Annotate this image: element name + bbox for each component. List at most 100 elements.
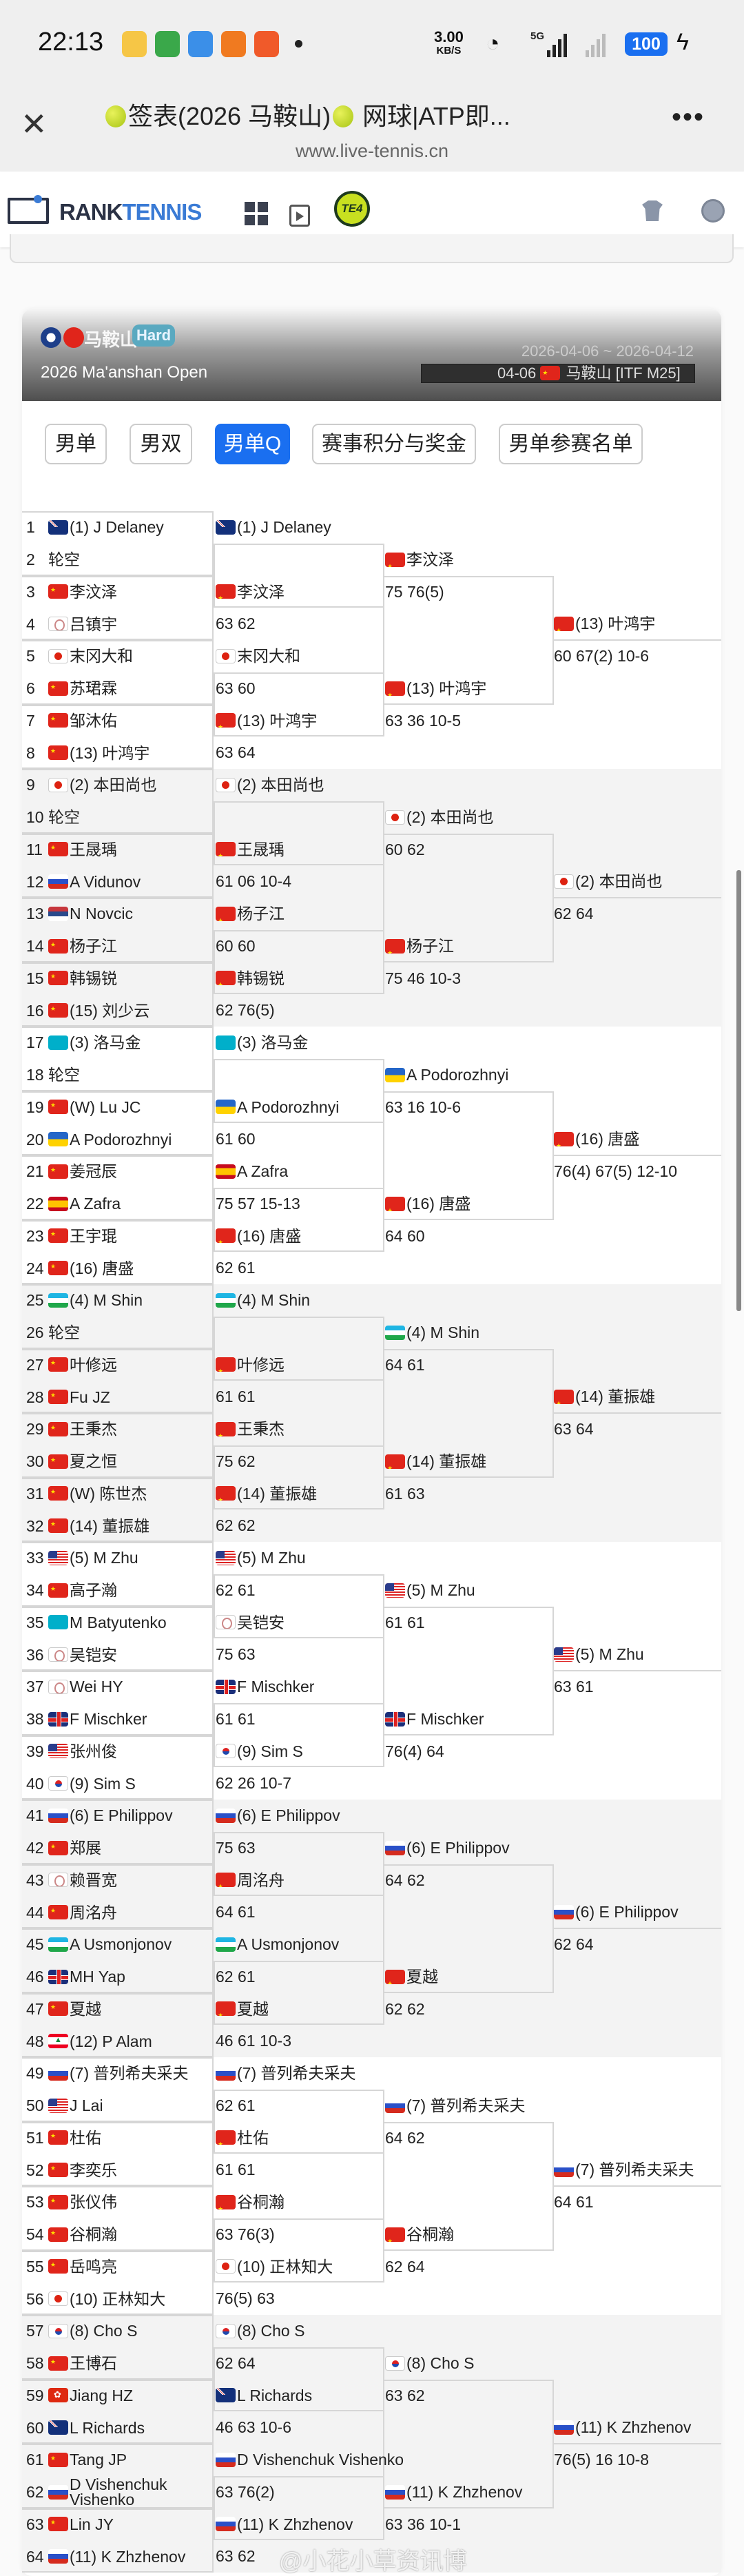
bracket-entry[interactable]: L Richards bbox=[216, 2380, 312, 2412]
bracket-entry[interactable]: 52 李奕乐 bbox=[26, 2154, 212, 2186]
bracket-entry[interactable]: 夏越 bbox=[216, 1993, 269, 2026]
shirt-icon[interactable] bbox=[642, 200, 663, 221]
bracket-entry[interactable]: 50 J Lai bbox=[26, 2090, 212, 2122]
bracket-entry[interactable]: 31 (W) 陈世杰 bbox=[26, 1478, 212, 1510]
bracket-entry[interactable]: (11) K Zhzhenov bbox=[554, 2411, 691, 2444]
bracket-entry[interactable]: (16) 唐盛 bbox=[385, 1188, 471, 1220]
bracket-entry[interactable]: 9 (2) 本田尚也 bbox=[26, 769, 212, 801]
bracket-entry[interactable]: A Usmonjonov bbox=[216, 1928, 339, 1961]
tab-entry-list[interactable]: 男单参赛名单 bbox=[499, 424, 643, 464]
bracket-entry[interactable]: 周洺舟 bbox=[216, 1864, 285, 1897]
bracket-entry[interactable]: 20 A Podorozhnyi bbox=[26, 1123, 212, 1155]
bracket-entry[interactable]: (10) 正林知大 bbox=[216, 2251, 333, 2283]
scrollbar[interactable] bbox=[736, 870, 741, 1311]
week-selector[interactable]: 04-06 马鞍山 [ITF M25] bbox=[421, 364, 695, 383]
bracket-entry[interactable]: 42 郑展 bbox=[26, 1832, 212, 1864]
bracket-entry[interactable]: 56 (10) 正林知大 bbox=[26, 2283, 212, 2315]
bracket-entry[interactable]: (8) Cho S bbox=[385, 2347, 474, 2380]
more-menu-button[interactable]: ••• bbox=[672, 102, 705, 132]
bracket-entry[interactable]: (7) 普列希夫采夫 bbox=[385, 2090, 526, 2122]
bracket-entry[interactable]: 李汶泽 bbox=[385, 544, 454, 576]
bracket-entry[interactable]: (5) M Zhu bbox=[554, 1638, 644, 1671]
bracket-entry[interactable]: 叶修远 bbox=[216, 1349, 285, 1381]
bracket-entry[interactable]: 60 L Richards bbox=[26, 2411, 212, 2444]
tab-mens-singles[interactable]: 男单 bbox=[45, 424, 107, 464]
bracket-entry[interactable]: 29 王秉杰 bbox=[26, 1413, 212, 1445]
bracket-entry[interactable]: (1) J Delaney bbox=[216, 511, 331, 544]
bracket-entry[interactable]: 57 (8) Cho S bbox=[26, 2315, 212, 2347]
bracket-entry[interactable]: (16) 唐盛 bbox=[554, 1123, 639, 1155]
bracket-entry[interactable]: 12 A Vidunov bbox=[26, 865, 212, 898]
bracket-entry[interactable]: 韩锡锐 bbox=[216, 962, 285, 995]
bracket-entry[interactable]: 13 N Novcic bbox=[26, 898, 212, 930]
bracket-entry[interactable]: 谷桐瀚 bbox=[385, 2218, 454, 2251]
bracket-entry[interactable]: 53 张仪伟 bbox=[26, 2186, 212, 2218]
bracket-entry[interactable]: 39 张州俊 bbox=[26, 1735, 212, 1768]
bracket-entry[interactable]: 17 (3) 洛马金 bbox=[26, 1027, 212, 1059]
bracket-entry[interactable]: 27 叶修远 bbox=[26, 1349, 212, 1381]
bracket-entry[interactable]: (4) M Shin bbox=[216, 1284, 310, 1317]
bracket-entry[interactable]: (14) 董振雄 bbox=[554, 1381, 655, 1413]
bracket-entry[interactable]: 8 (13) 叶鸿宇 bbox=[26, 736, 212, 769]
bracket-entry[interactable]: 5 末冈大和 bbox=[26, 640, 212, 672]
bracket-entry[interactable]: 63 Lin JY bbox=[26, 2508, 212, 2541]
bracket-entry[interactable]: A Podorozhnyi bbox=[216, 1091, 339, 1124]
bracket-entry[interactable]: 26 轮空 bbox=[26, 1317, 212, 1349]
bracket-entry[interactable]: 24 (16) 唐盛 bbox=[26, 1252, 212, 1284]
bracket-entry[interactable]: 杨子江 bbox=[216, 898, 285, 930]
bracket-entry[interactable]: 王秉杰 bbox=[216, 1413, 285, 1445]
bracket-entry[interactable]: A Podorozhnyi bbox=[385, 1059, 508, 1091]
bracket-entry[interactable]: D Vishenchuk Vishenko bbox=[216, 2444, 404, 2476]
bracket-entry[interactable]: 3 李汶泽 bbox=[26, 576, 212, 608]
tab-mens-qualifying[interactable]: 男单Q bbox=[215, 424, 290, 464]
bracket-entry[interactable]: 10 轮空 bbox=[26, 801, 212, 834]
bracket-entry[interactable]: 64 (11) K Zhzhenov bbox=[26, 2540, 212, 2573]
bracket-entry[interactable]: 7 邹沐佑 bbox=[26, 705, 212, 737]
bracket-entry[interactable]: 11 王晟瑀 bbox=[26, 834, 212, 866]
bracket-entry[interactable]: 59 Jiang HZ bbox=[26, 2380, 212, 2412]
bracket-entry[interactable]: 6 苏珺霖 bbox=[26, 672, 212, 705]
bracket-entry[interactable]: 37 Wei HY bbox=[26, 1671, 212, 1703]
bracket-entry[interactable]: 末冈大和 bbox=[216, 640, 300, 672]
bracket-entry[interactable]: 32 (14) 董振雄 bbox=[26, 1509, 212, 1542]
bracket-entry[interactable]: 33 (5) M Zhu bbox=[26, 1542, 212, 1574]
bracket-entry[interactable]: (13) 叶鸿宇 bbox=[385, 672, 486, 705]
bracket-entry[interactable]: (11) K Zhzhenov bbox=[385, 2476, 522, 2508]
close-icon[interactable]: ✕ bbox=[21, 106, 48, 142]
bracket-entry[interactable]: 54 谷桐瀚 bbox=[26, 2218, 212, 2251]
bracket-entry[interactable]: 43 赖晋宽 bbox=[26, 1864, 212, 1897]
bracket-entry[interactable]: (13) 叶鸿宇 bbox=[554, 608, 655, 640]
bracket-entry[interactable]: 18 轮空 bbox=[26, 1059, 212, 1091]
bracket-entry[interactable]: (14) 董振雄 bbox=[216, 1478, 317, 1510]
bracket-entry[interactable]: 杜佑 bbox=[216, 2122, 269, 2154]
globe-icon[interactable] bbox=[701, 199, 725, 223]
bracket-entry[interactable]: 34 高子瀚 bbox=[26, 1574, 212, 1607]
bracket-entry[interactable]: (5) M Zhu bbox=[216, 1542, 306, 1574]
bracket-entry[interactable]: 吴铠安 bbox=[216, 1607, 285, 1639]
te4-button[interactable]: TE4 bbox=[334, 191, 370, 227]
bracket-entry[interactable]: 19 (W) Lu JC bbox=[26, 1091, 212, 1124]
bracket-entry[interactable]: (8) Cho S bbox=[216, 2315, 304, 2347]
bracket-entry[interactable]: 28 Fu JZ bbox=[26, 1381, 212, 1413]
bracket-entry[interactable]: (4) M Shin bbox=[385, 1317, 479, 1349]
bracket-entry[interactable]: 45 A Usmonjonov bbox=[26, 1928, 212, 1961]
bracket-entry[interactable]: (7) 普列希夫采夫 bbox=[216, 2057, 356, 2090]
bracket-entry[interactable]: (9) Sim S bbox=[216, 1735, 303, 1768]
bracket-entry[interactable]: 23 王宇琨 bbox=[26, 1220, 212, 1253]
bracket-entry[interactable]: 30 夏之恒 bbox=[26, 1445, 212, 1478]
bracket-entry[interactable]: (11) K Zhzhenov bbox=[216, 2508, 353, 2541]
bracket-entry[interactable]: 夏越 bbox=[385, 1961, 438, 1993]
bracket-entry[interactable]: (14) 董振雄 bbox=[385, 1445, 486, 1478]
site-logo[interactable]: RANKTENNIS bbox=[59, 199, 202, 225]
bracket-entry[interactable]: 48 (12) P Alam bbox=[26, 2025, 212, 2057]
bracket-entry[interactable]: 15 韩锡锐 bbox=[26, 962, 212, 995]
bracket-entry[interactable]: 16 (15) 刘少云 bbox=[26, 994, 212, 1027]
bracket-entry[interactable]: 51 杜佑 bbox=[26, 2122, 212, 2154]
bracket-entry[interactable]: (6) E Philippov bbox=[216, 1800, 340, 1832]
grid-menu-icon[interactable] bbox=[245, 202, 268, 225]
video-icon[interactable] bbox=[289, 205, 310, 227]
bracket-entry[interactable]: (2) 本田尚也 bbox=[216, 769, 324, 801]
bracket-entry[interactable]: 46 MH Yap bbox=[26, 1961, 212, 1993]
bracket-entry[interactable]: 1 (1) J Delaney bbox=[26, 511, 212, 544]
bracket-entry[interactable]: 40 (9) Sim S bbox=[26, 1767, 212, 1800]
